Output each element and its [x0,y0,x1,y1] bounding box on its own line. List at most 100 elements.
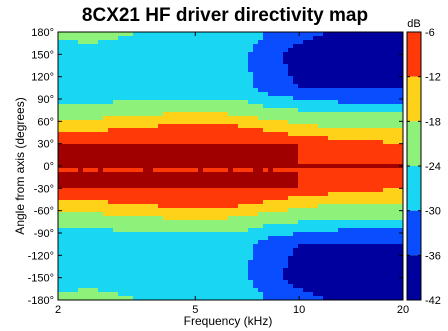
heatmap-cell [133,36,139,41]
heatmap-cell [153,256,159,261]
heatmap-cell [188,108,194,113]
heatmap-cell [153,116,159,121]
heatmap-cell [368,272,374,277]
heatmap-cell [358,244,364,249]
heatmap-cell [113,40,119,45]
heatmap-cell [188,212,194,217]
heatmap-cell [168,84,174,89]
heatmap-cell [153,184,159,189]
heatmap-cell [248,84,254,89]
heatmap-cell [158,108,164,113]
heatmap-cell [108,224,114,229]
heatmap-cell [228,204,234,209]
heatmap-cell [173,192,179,197]
heatmap-cell [83,104,89,109]
heatmap-cell [138,232,144,237]
heatmap-cell [163,224,169,229]
heatmap-cell [393,140,399,145]
heatmap-cell [198,44,204,49]
heatmap-cell [368,104,374,109]
heatmap-cell [308,220,314,225]
heatmap-cell [338,148,344,153]
heatmap-cell [193,100,199,105]
heatmap-cell [133,156,139,161]
heatmap-cell [188,240,194,245]
heatmap-cell [388,248,394,253]
heatmap-cell [233,188,239,193]
heatmap-cell [223,92,229,97]
heatmap-cell [193,36,199,41]
heatmap-cell [333,172,339,177]
heatmap-cell [58,292,64,297]
heatmap-cell [273,108,279,113]
heatmap-cell [113,244,119,249]
heatmap-cell [203,156,209,161]
heatmap-cell [378,108,384,113]
heatmap-cell [293,180,299,185]
heatmap-cell [98,204,104,209]
heatmap-cell [303,232,309,237]
heatmap-cell [353,116,359,121]
heatmap-cell [168,196,174,201]
heatmap-cell [158,176,164,181]
heatmap-cell [98,100,104,105]
heatmap-cell [133,260,139,265]
heatmap-cell [318,132,324,137]
heatmap-cell [248,68,254,73]
heatmap-cell [73,124,79,129]
heatmap-cell [338,156,344,161]
heatmap-cell [398,168,403,173]
heatmap-cell [323,196,329,201]
heatmap-cell [323,276,329,281]
heatmap-cell [328,132,334,137]
heatmap-cell [378,132,384,137]
heatmap-cell [398,192,403,197]
heatmap-cell [153,204,159,209]
heatmap-cell [228,100,234,105]
heatmap-cell [328,96,334,101]
heatmap-cell [278,56,284,61]
heatmap-cell [283,156,289,161]
heatmap-cell [333,200,339,205]
heatmap-cell [223,160,229,165]
heatmap-cell [98,60,104,65]
heatmap-cell [223,204,229,209]
heatmap-cell [143,280,149,285]
heatmap-cell [388,292,394,297]
heatmap-cell [188,132,194,137]
heatmap-cell [63,92,69,97]
heatmap-cell [218,92,224,97]
heatmap-cell [393,224,399,229]
heatmap-cell [73,44,79,49]
heatmap-cell [178,144,184,149]
heatmap-cell [218,44,224,49]
heatmap-cell [248,292,254,297]
heatmap-cell [173,212,179,217]
heatmap-cell [143,120,149,125]
heatmap-cell [293,248,299,253]
heatmap-cell [373,184,379,189]
heatmap-cell [383,220,389,225]
heatmap-cell [378,120,384,125]
heatmap-cell [163,192,169,197]
heatmap-cell [183,44,189,49]
heatmap-cell [93,48,99,53]
heatmap-cell [268,136,274,141]
heatmap-cell [188,64,194,69]
heatmap-cell [143,196,149,201]
plot-area: 2 5 10 20 180°150°120°90°60°30°0°-30°-60°-9… [28,27,410,316]
heatmap-cell [88,156,94,161]
heatmap-cell [228,68,234,73]
heatmap-cell [173,228,179,233]
heatmap-cell [183,292,189,297]
heatmap-cell [388,48,394,53]
heatmap-cell [88,168,94,173]
heatmap-cell [248,200,254,205]
heatmap-cell [373,96,379,101]
heatmap-cell [168,96,174,101]
heatmap-cell [233,228,239,233]
heatmap-cell [68,84,74,89]
heatmap-cell [383,44,389,49]
heatmap-cell [313,288,319,293]
heatmap-cell [148,296,154,300]
